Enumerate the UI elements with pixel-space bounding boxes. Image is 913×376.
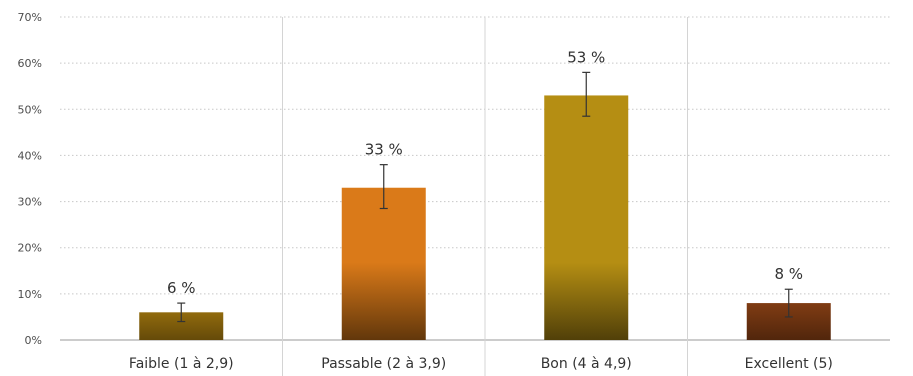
value-label: 33 % (365, 141, 403, 159)
bar (341, 187, 426, 340)
y-tick-label: 40% (18, 149, 42, 162)
y-tick-label: 70% (18, 11, 42, 24)
error-bar (784, 288, 793, 318)
category-label: Bon (4 à 4,9) (541, 356, 632, 372)
error-bars (177, 71, 793, 323)
error-bar (379, 164, 388, 210)
value-label: 8 % (774, 265, 803, 283)
y-tick-label: 0% (25, 334, 42, 347)
category-labels: Faible (1 à 2,9) Passable (2 à 3,9) Bon (4… (129, 356, 833, 372)
y-axis-ticks: 0% 10% 20% 30% 40% 50% 60% 70% (18, 11, 42, 347)
error-bar (582, 71, 591, 117)
category-separators (282, 17, 688, 376)
category-label: Passable (2 à 3,9) (321, 356, 446, 372)
category-label: Excellent (5) (745, 356, 833, 372)
bar (544, 95, 629, 340)
value-labels: 6 % 33 % 53 % 8 % (167, 48, 803, 297)
y-tick-label: 50% (18, 103, 42, 116)
y-tick-label: 30% (18, 196, 42, 209)
y-tick-label: 10% (18, 288, 42, 301)
category-label: Faible (1 à 2,9) (129, 356, 234, 372)
y-tick-label: 20% (18, 242, 42, 255)
value-label: 53 % (567, 48, 605, 66)
y-tick-label: 60% (18, 57, 42, 70)
error-bar (177, 302, 186, 323)
value-label: 6 % (167, 279, 196, 297)
